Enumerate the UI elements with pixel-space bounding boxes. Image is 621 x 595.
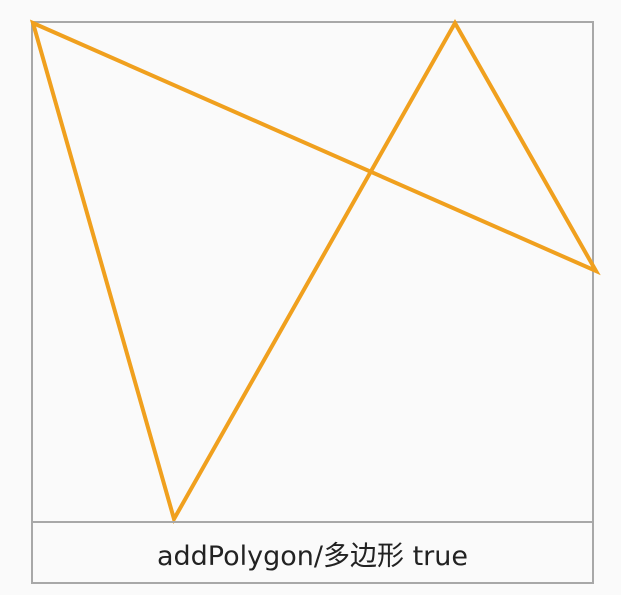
polygon-demo-card: addPolygon/多边形 true [29,18,601,584]
polygon-svg [29,18,601,525]
polygon-shape [29,18,601,525]
drawing-canvas [29,18,601,525]
divider [33,521,592,523]
caption-label: addPolygon/多边形 true [156,541,468,572]
